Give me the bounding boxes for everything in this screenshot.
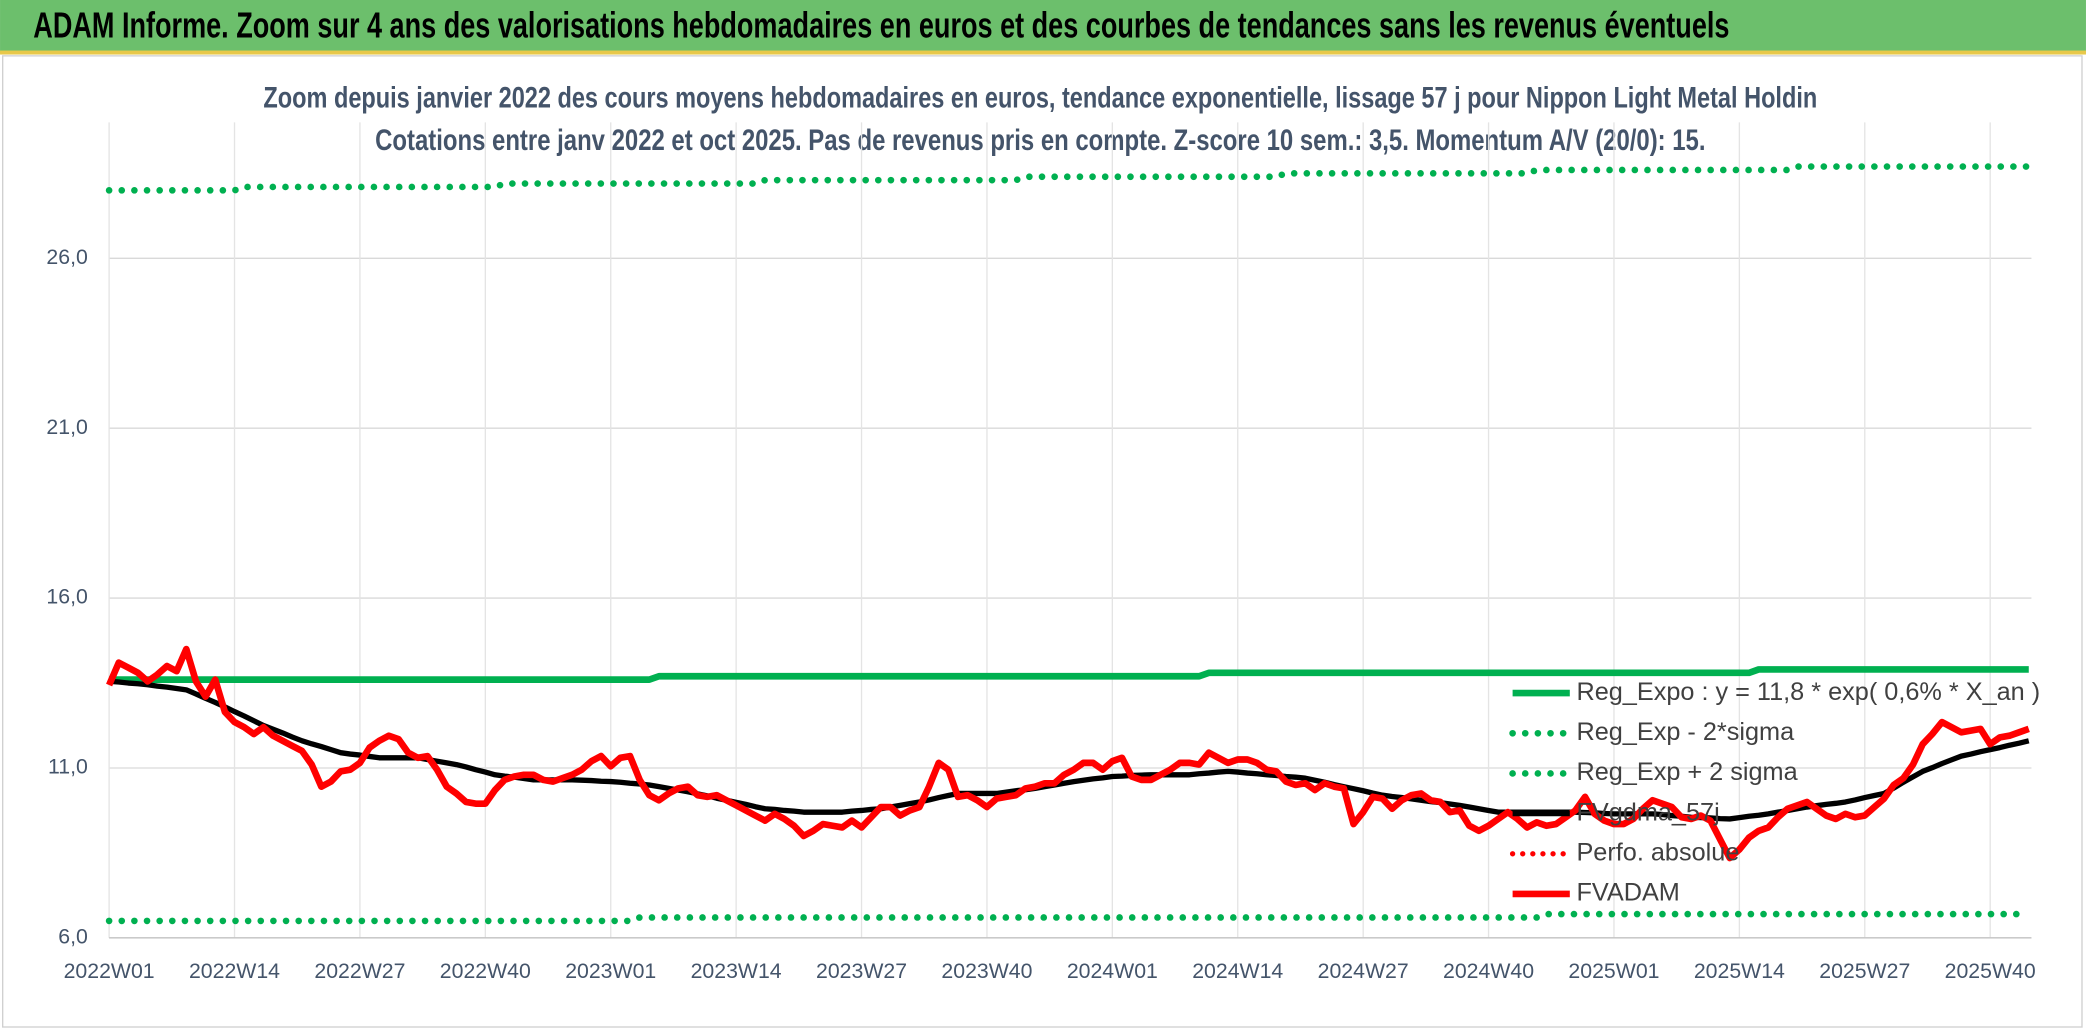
series-line [109, 666, 2029, 683]
series-line [106, 645, 2030, 862]
chart-subtitle: Cotations entre janv 2022 et oct 2025. P… [375, 125, 1705, 157]
chart-frame [2, 55, 2083, 1028]
legend-label: Reg_Expo : y = 11,8 * exp( 0,6% * X_an ) [1576, 678, 2040, 706]
x-tick-label: 2023W14 [691, 959, 782, 983]
x-tick-label: 2023W27 [816, 959, 907, 983]
chart-title: Zoom depuis janvier 2022 des cours moyen… [263, 83, 1817, 115]
series-line [105, 910, 2033, 925]
y-tick-label: 11,0 [48, 755, 88, 779]
y-tick-label: 16,0 [46, 585, 87, 609]
header-bar [0, 0, 2086, 54]
x-tick-label: 2023W40 [941, 959, 1032, 983]
x-tick-label: 2024W27 [1318, 959, 1409, 983]
y-tick-label: 26,0 [46, 245, 87, 269]
x-tick-label: 2022W01 [64, 959, 155, 983]
x-tick-label: 2025W14 [1694, 959, 1785, 983]
legend-label: Reg_Exp - 2*sigma [1576, 718, 1795, 746]
y-tick-label: 21,0 [46, 415, 87, 439]
x-tick-label: 2024W01 [1067, 959, 1158, 983]
x-tick-label: 2025W40 [1945, 959, 2036, 983]
legend-label: Perfo. absolue [1576, 838, 1739, 866]
x-tick-label: 2022W27 [314, 959, 405, 983]
legend-label: FVgdma_57j [1576, 798, 1719, 826]
x-tick-label: 2023W01 [565, 959, 656, 983]
header-title: ADAM Informe. Zoom sur 4 ans des valoris… [33, 4, 1729, 45]
legend-label: Reg_Exp + 2 sigma [1576, 758, 1798, 786]
y-tick-label: 6,0 [58, 925, 88, 949]
header-edge [0, 50, 2086, 55]
x-tick-label: 2022W40 [440, 959, 531, 983]
x-tick-label: 2024W14 [1192, 959, 1283, 983]
x-tick-label: 2025W27 [1819, 959, 1910, 983]
x-tick-label: 2024W40 [1443, 959, 1534, 983]
legend-label: FVADAM [1576, 879, 1679, 907]
x-tick-label: 2022W14 [189, 959, 280, 983]
x-tick-label: 2025W01 [1568, 959, 1659, 983]
series-line [105, 163, 2033, 194]
